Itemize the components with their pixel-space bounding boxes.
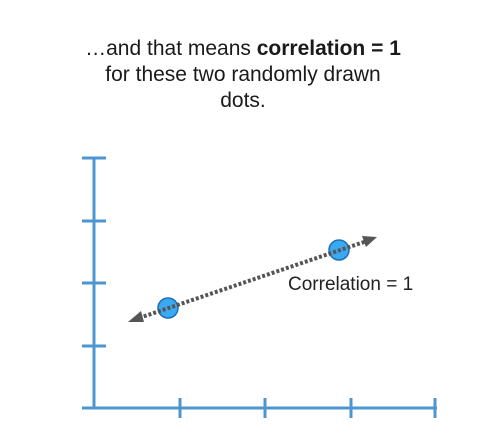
caption-line-2: for these two randomly drawn bbox=[105, 63, 381, 86]
arrowhead-left-icon bbox=[128, 311, 144, 322]
caption-line-3: dots. bbox=[220, 89, 266, 112]
trend-line bbox=[138, 239, 368, 320]
caption-bold-text: correlation = 1 bbox=[256, 37, 401, 60]
arrowhead-right-icon bbox=[362, 236, 377, 247]
correlation-label: Correlation = 1 bbox=[288, 274, 414, 295]
caption-line-1: …and that means correlation = 1 bbox=[60, 36, 426, 62]
caption: …and that means correlation = 1 for thes… bbox=[60, 36, 426, 114]
caption-text: …and that means bbox=[85, 37, 257, 60]
